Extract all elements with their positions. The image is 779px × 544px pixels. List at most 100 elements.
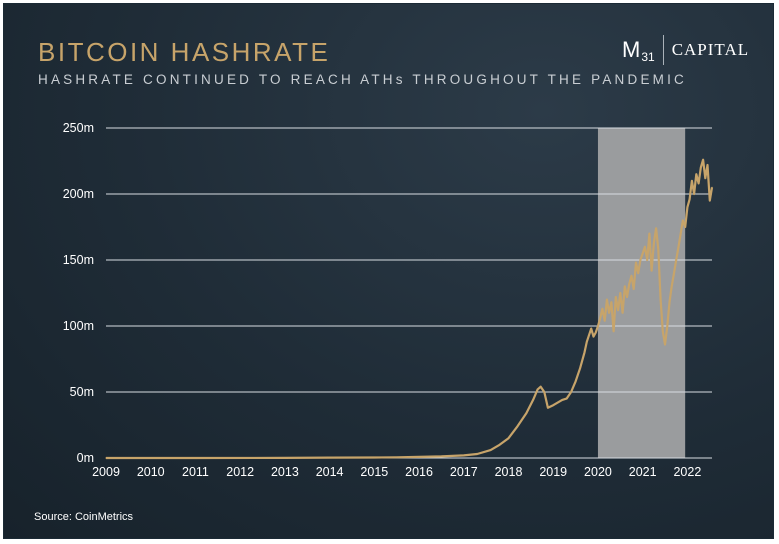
hashrate-point [617, 309, 619, 311]
hashrate-point [637, 272, 639, 274]
hashrate-point [668, 301, 671, 303]
hashrate-point [579, 367, 581, 369]
hashrate-point [583, 351, 586, 353]
hashrate-point [709, 200, 711, 202]
hashrate-point [704, 177, 706, 179]
hashrate-point [630, 275, 633, 277]
hashrate-point [592, 335, 595, 338]
hashrate-point [540, 386, 542, 388]
chart-title: BITCOIN HASHRATE [38, 37, 331, 67]
logo-capital: CAPITAL [671, 40, 750, 59]
x-tick-label: 2018 [495, 465, 523, 479]
hashrate-point [547, 407, 549, 409]
hashrate-point [396, 456, 398, 458]
hashrate-point [691, 180, 693, 182]
hashrate-point [619, 292, 621, 294]
hashrate-point [626, 296, 628, 298]
hashrate-point [525, 412, 527, 414]
hashrate-point [615, 296, 617, 298]
hashrate-point [644, 246, 646, 248]
logo-divider [662, 35, 664, 65]
x-tick-label: 2020 [584, 465, 612, 479]
source-note: Source: CoinMetrics [34, 511, 134, 523]
hashrate-point [373, 456, 375, 459]
y-tick-label: 150m [63, 253, 94, 267]
hashrate-point [673, 272, 675, 274]
hashrate-point [646, 259, 648, 261]
hashrate-point [105, 457, 107, 459]
x-tick-label: 2013 [271, 465, 299, 479]
hashrate-point [666, 325, 668, 327]
hashrate-point [653, 242, 655, 244]
y-tick-label: 50m [70, 385, 94, 399]
hashrate-point [677, 246, 680, 248]
hashrate-point [639, 259, 642, 261]
hashrate-point [561, 399, 563, 401]
hashrate-point [664, 343, 666, 346]
hashrate-point [536, 388, 539, 390]
hashrate-point [476, 453, 478, 455]
x-tick-label: 2010 [137, 465, 165, 479]
hashrate-point [516, 425, 519, 427]
hashrate-point [686, 206, 689, 208]
hashrate-point [595, 332, 597, 334]
hashrate-point [628, 283, 630, 285]
pandemic-highlight-band [597, 128, 686, 458]
chart-subtitle: HASHRATE CONTINUED TO REACH ATHs THROUGH… [38, 72, 687, 87]
hashrate-point [599, 317, 601, 319]
hashrate-point [642, 252, 644, 254]
y-tick-label: 200m [63, 187, 94, 201]
hashrate-point [635, 262, 637, 264]
hashrate-point [463, 454, 465, 456]
hashrate-point [680, 233, 682, 235]
hashrate-point [570, 391, 572, 393]
x-tick-label: 2017 [450, 465, 478, 479]
hashrate-point [606, 299, 608, 301]
x-tick-label: 2009 [92, 465, 120, 479]
hashrate-point [586, 341, 588, 343]
y-tick-label: 250m [63, 121, 94, 135]
hashrate-point [610, 301, 612, 303]
hashrate-point [693, 193, 695, 195]
hashrate-point [671, 285, 673, 287]
x-tick-label: 2014 [316, 465, 344, 479]
hashrate-point [490, 449, 492, 451]
x-tick-label: 2021 [629, 465, 657, 479]
hashrate-point [284, 457, 286, 459]
hashrate-point [621, 312, 624, 314]
hashrate-point [655, 227, 657, 229]
hashrate-point [194, 457, 197, 459]
x-tick-label: 2019 [539, 465, 567, 479]
x-tick-label: 2022 [673, 465, 701, 479]
hashrate-point [624, 285, 626, 287]
hashrate-point [590, 328, 592, 330]
logo-m: M [622, 37, 641, 62]
hashrate-point [597, 325, 599, 327]
hashrate-point [684, 226, 686, 228]
hashrate-point [608, 312, 610, 314]
y-tick-label: 0m [77, 451, 94, 465]
hashrate-point [498, 444, 501, 446]
x-tick-label: 2015 [360, 465, 388, 479]
hashrate-point [601, 308, 604, 310]
hashrate-point [604, 320, 606, 322]
hashrate-point [507, 437, 510, 439]
hashrate-point [418, 456, 420, 458]
hashrate-point [697, 182, 700, 185]
hashrate-point [659, 299, 662, 301]
hashrate-point [682, 219, 684, 221]
hashrate-point [675, 259, 677, 261]
hashrate-point [613, 330, 615, 332]
hashrate-point [552, 404, 554, 406]
hashrate-point [532, 399, 534, 401]
x-tick-label: 2011 [182, 465, 209, 479]
hashrate-point [695, 173, 697, 175]
hashrate-point [543, 391, 545, 393]
hashrate-point [689, 198, 691, 200]
hashrate-point [566, 398, 568, 400]
hashrate-point [662, 330, 664, 332]
x-tick-label: 2016 [405, 465, 433, 479]
m31-capital-logo: M 31 CAPITAL [622, 34, 749, 66]
hashrate-point [648, 233, 650, 235]
